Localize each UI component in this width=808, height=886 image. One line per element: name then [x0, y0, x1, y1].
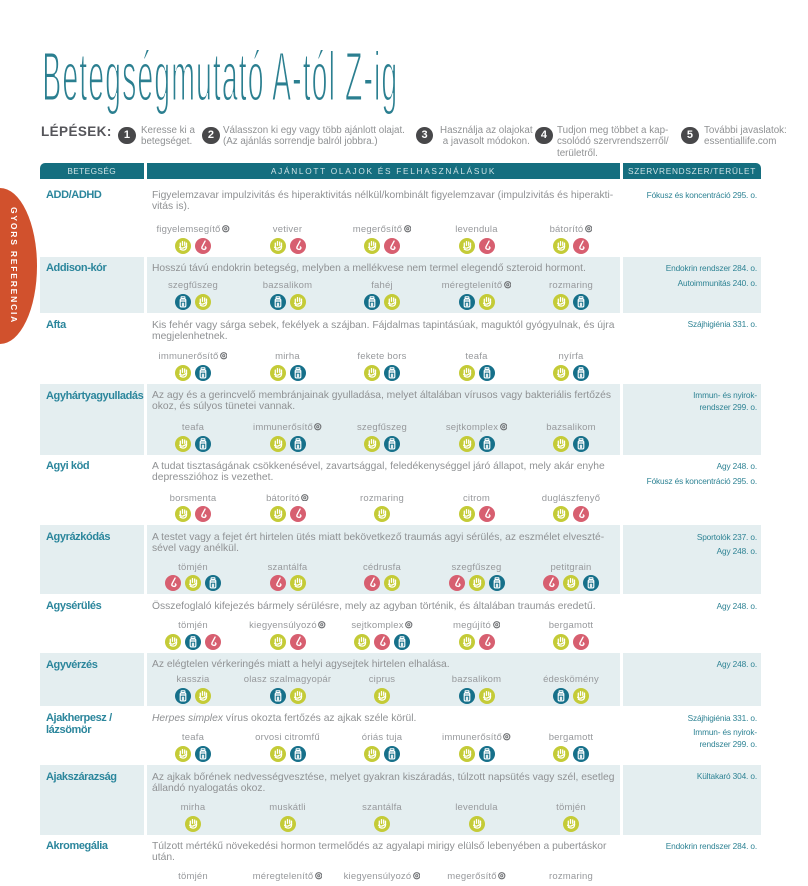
svg-text:Betegségmutató A-tól Z-ig: Betegségmutató A-tól Z-ig — [42, 38, 398, 115]
